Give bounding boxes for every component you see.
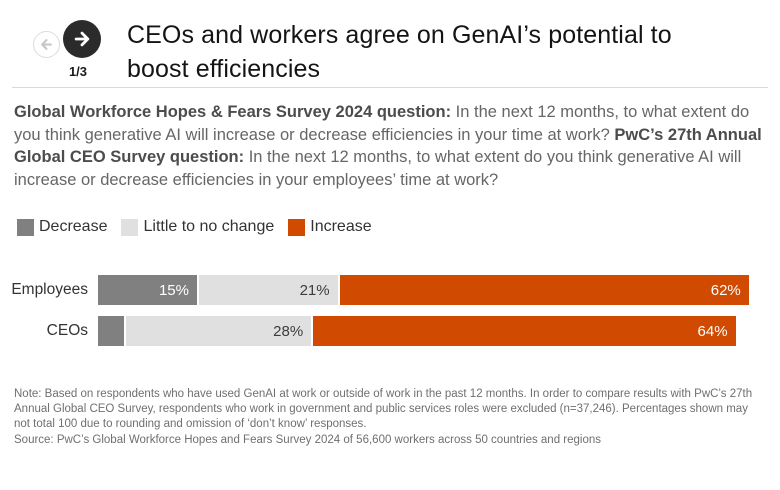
chart: Employees 15% 21% 62% CEOs 28% 64% [4,275,780,346]
legend-item: Increase [288,218,372,236]
chart-title: CEOs and workers agree on GenAI’s potent… [127,21,672,83]
slide-nav: 1/3 [33,16,101,86]
legend-swatch [121,218,139,236]
bar-segment: 64% [313,316,736,346]
question-lead-in: PwC’s 27th Annual Global CEO Survey ques… [14,125,762,167]
bar-segment: 62% [339,275,749,305]
legend-swatch [288,218,306,236]
header: 1/3 CEOs and workers agree on GenAI’s po… [0,0,780,87]
question-text: In the next 12 months, to what extent do… [14,148,742,189]
bar-segment: 21% [199,275,338,305]
prev-button[interactable] [33,31,60,58]
survey-questions: Global Workforce Hopes & Fears Survey 20… [14,101,769,191]
legend-item: Little to no change [121,218,274,236]
question-lead-in: Global Workforce Hopes & Fears Survey 20… [14,103,452,121]
bar-row: Employees 15% 21% 62% [4,275,780,305]
arrow-right-icon [72,29,92,49]
note-text: Note: Based on respondents who have used… [14,388,753,430]
bar-segment-label: 62% [710,281,741,299]
bar-track: 28% 64% [98,316,758,346]
bar-segment: 15% [98,275,197,305]
legend-item: Decrease [17,218,107,236]
legend-label: Little to no change [143,218,275,235]
next-button[interactable] [63,20,101,58]
bar-category-label: CEOs [46,322,88,339]
bar-segment-label: 21% [299,281,330,299]
source-text: Source: PwC’s Global Workforce Hopes and… [14,434,602,446]
bar-row: CEOs 28% 64% [4,316,780,346]
header-divider [12,87,768,88]
bar-segment: 28% [126,316,312,346]
footnote: Note: Based on respondents who have used… [14,387,766,448]
bar-segment-label: 28% [273,322,304,340]
bar-segment-label: 64% [697,322,728,340]
question-text: In the next 12 months, to what extent do… [14,103,750,144]
legend: Decrease Little to no change Increase [17,218,780,236]
bar-category-label: Employees [11,281,88,298]
legend-label: Increase [310,218,372,235]
legend-swatch [17,218,34,236]
arrow-left-icon [39,37,54,52]
bar-segment-label: 15% [158,281,189,299]
bar-segment [98,316,125,346]
page-indicator: 1/3 [68,64,88,79]
bar-track: 15% 21% 62% [98,275,758,305]
legend-label: Decrease [39,218,108,235]
